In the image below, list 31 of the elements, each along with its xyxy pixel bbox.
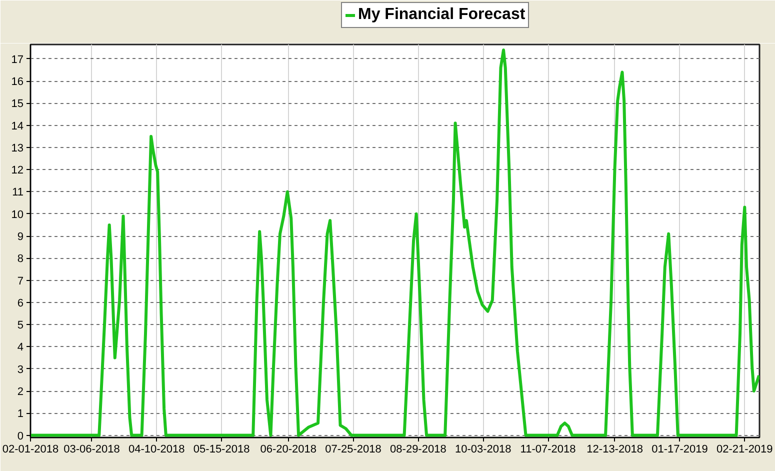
x-tick-label: 10-03-2018: [454, 444, 512, 456]
x-tick-label: 03-06-2018: [64, 444, 120, 456]
y-tick-label: 6: [17, 297, 24, 310]
legend-label: My Financial Forecast: [358, 6, 526, 24]
y-tick-label: 9: [17, 231, 24, 244]
y-tick-label: 12: [11, 164, 24, 177]
x-tick-label: 08-29-2018: [390, 444, 446, 456]
x-tick-label: 07-25-2018: [325, 444, 382, 456]
x-tick-label: 12-13-2018: [586, 444, 643, 456]
y-tick-label: 1: [17, 408, 24, 420]
x-tick-label: 06-20-2018: [260, 444, 316, 456]
y-tick-label: 0: [17, 430, 24, 442]
x-tick-label: 04-10-2018: [128, 444, 185, 456]
y-tick-label: 3: [17, 364, 24, 376]
y-tick-label: 5: [17, 320, 24, 332]
x-tick-label: 05-15-2018: [193, 444, 250, 456]
y-tick-label: 14: [11, 120, 24, 132]
x-tick-label: 11-07-2018: [520, 444, 576, 456]
y-tick-label: 11: [12, 186, 24, 199]
y-tick-label: 16: [11, 76, 24, 88]
y-tick-label: 4: [17, 342, 24, 354]
y-tick-label: 7: [17, 275, 24, 288]
y-tick-label: 15: [11, 98, 24, 110]
x-tick-label: 01-17-2019: [652, 444, 708, 456]
y-tick-label: 13: [11, 142, 24, 154]
y-tick-label: 8: [17, 253, 24, 266]
y-tick-label: 10: [11, 208, 24, 221]
y-tick-label: 17: [11, 54, 24, 66]
x-tick-label: 02-01-2018: [2, 444, 59, 456]
x-tick-label: 02-21-2019: [716, 444, 773, 456]
y-tick-label: 2: [17, 386, 24, 398]
